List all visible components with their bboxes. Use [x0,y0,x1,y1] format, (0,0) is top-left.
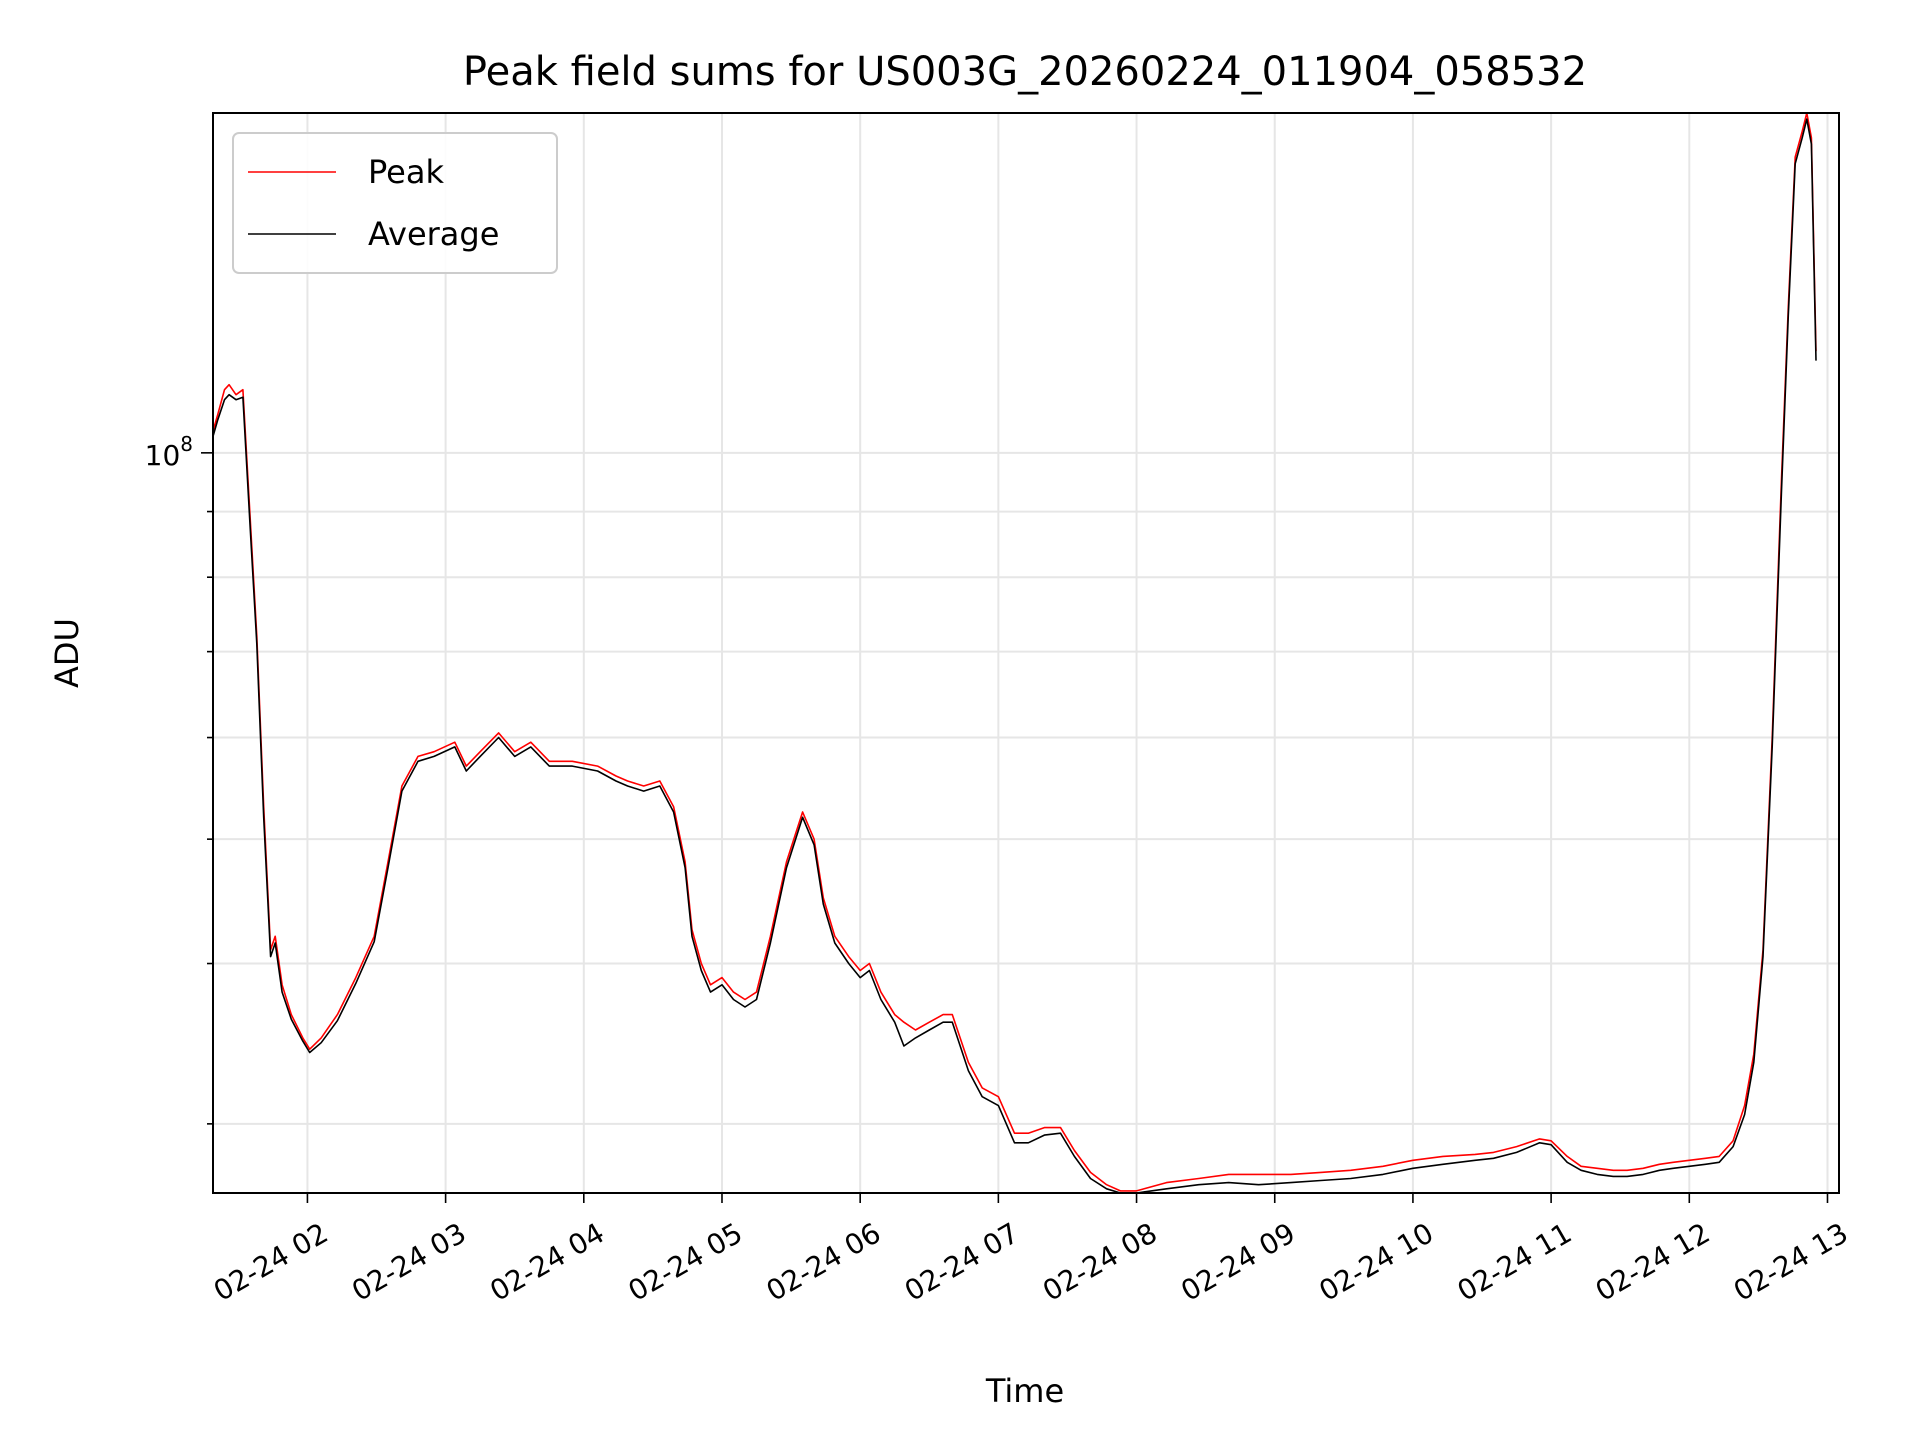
plot-frame [212,112,1840,1194]
legend-label-peak: Peak [368,153,444,191]
series-lines [212,112,1817,1194]
y-tick-label: 108 [145,432,193,472]
y-tick-label-base: 10 [145,439,181,472]
chart-title: Peak field sums for US003G_20260224_0119… [463,49,1587,95]
y-tick-label-exponent: 8 [180,432,193,456]
series-line-peak [212,112,1817,1192]
y-axis-label: ADU [48,618,86,688]
legend-label-average: Average [368,215,499,253]
series-line-average [212,118,1817,1194]
legend: Peak Average [232,132,558,274]
gridlines [213,113,1839,1193]
legend-box [232,132,558,274]
y-axis-ticks: 108 [145,432,213,1125]
x-axis-label: Time [985,1372,1064,1410]
